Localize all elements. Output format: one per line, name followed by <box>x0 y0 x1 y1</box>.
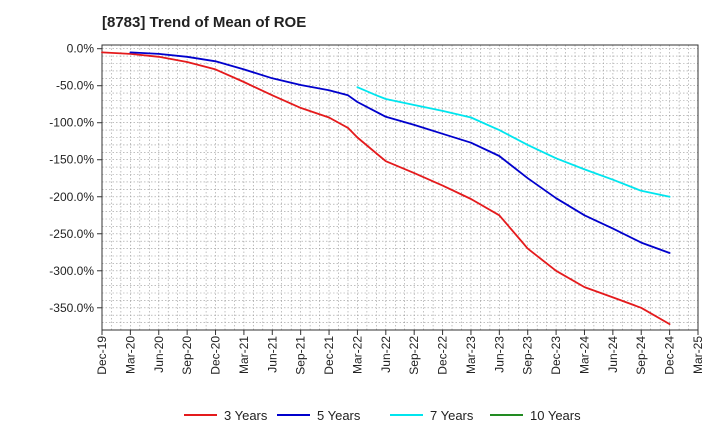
x-tick-label: Jun-24 <box>606 336 620 373</box>
x-tick-label: Mar-20 <box>123 336 137 374</box>
x-tick-label: Mar-25 <box>691 336 705 374</box>
x-tick-label: Dec-21 <box>322 336 336 375</box>
x-tick-label: Mar-22 <box>350 336 364 374</box>
chart-title: [8783] Trend of Mean of ROE <box>102 14 307 31</box>
legend-label-3-years: 3 Years <box>224 408 268 423</box>
legend-label-10-years: 10 Years <box>530 408 581 423</box>
legend-label-7-years: 7 Years <box>430 408 474 423</box>
series-line-5-years <box>129 51 671 254</box>
x-tick-label: Dec-24 <box>663 336 677 375</box>
x-tick-label: Dec-20 <box>209 336 223 375</box>
y-tick-label: -300.0% <box>49 264 94 278</box>
x-tick-label: Dec-22 <box>436 336 450 375</box>
x-tick-label: Sep-21 <box>294 336 308 375</box>
x-tick-label: Jun-22 <box>379 336 393 373</box>
series-line-3-years <box>101 51 671 326</box>
x-tick-label: Sep-23 <box>521 336 535 375</box>
x-tick-label: Sep-24 <box>634 336 648 375</box>
x-tick-label: Mar-21 <box>237 336 251 374</box>
y-tick-label: -100.0% <box>49 116 94 130</box>
legend-label-5-years: 5 Years <box>317 408 361 423</box>
x-tick-label: Jun-23 <box>492 336 506 373</box>
y-tick-label: -150.0% <box>49 153 94 167</box>
y-tick-label: -50.0% <box>56 79 94 93</box>
x-tick-label: Dec-19 <box>95 336 109 375</box>
x-tick-label: Jun-21 <box>265 336 279 373</box>
x-tick-label: Dec-23 <box>549 336 563 375</box>
y-tick-label: -250.0% <box>49 227 94 241</box>
x-tick-label: Sep-22 <box>407 336 421 375</box>
y-tick-label: 0.0% <box>67 42 95 56</box>
x-tick-label: Jun-20 <box>152 336 166 373</box>
x-tick-label: Mar-23 <box>464 336 478 374</box>
plot-frame <box>101 44 699 331</box>
series-line-7-years <box>356 86 671 198</box>
x-tick-label: Sep-20 <box>180 336 194 375</box>
y-tick-label: -350.0% <box>49 301 94 315</box>
y-tick-label: -200.0% <box>49 190 94 204</box>
plot-area <box>102 45 698 330</box>
x-tick-label: Mar-24 <box>577 336 591 374</box>
